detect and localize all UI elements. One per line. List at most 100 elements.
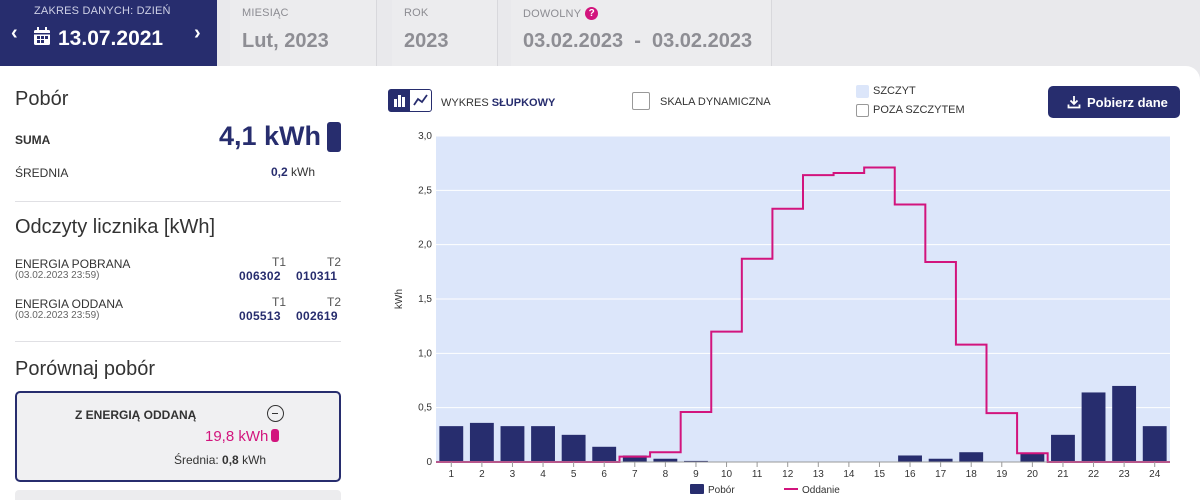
x-tick-label: 1 (449, 469, 455, 480)
y-tick-label: 2,0 (418, 240, 432, 251)
off-peak-label: POZA SZCZYTEM (873, 104, 965, 116)
compare-avg-label: Średnia: (174, 453, 219, 467)
meter-t1-value: 006302 (239, 269, 281, 283)
line-chart-toggle[interactable] (410, 90, 431, 111)
meter-t2-value: 010311 (296, 269, 338, 283)
help-icon[interactable]: ? (585, 7, 599, 20)
bar-chart-icon (394, 95, 405, 107)
compare-title: Porównaj pobór (15, 358, 156, 380)
bar (531, 426, 555, 462)
next-compare-card[interactable] (15, 490, 341, 500)
y-axis-label: kWh (394, 289, 405, 309)
bar-chart-toggle[interactable] (389, 90, 410, 111)
bar (959, 452, 984, 462)
x-tick-label: 22 (1088, 469, 1100, 480)
tab-year-label: ROK (404, 7, 429, 19)
x-tick-label: 9 (693, 469, 699, 480)
tab-custom-value: 03.02.2023 - 03.02.2023 (523, 30, 753, 52)
y-tick-label: 3,0 (418, 131, 432, 142)
download-label: Pobierz dane (1087, 95, 1168, 110)
export-color-swatch (271, 429, 280, 442)
x-tick-label: 16 (904, 469, 916, 480)
bar (439, 426, 464, 462)
dynamic-scale-checkbox[interactable] (632, 92, 650, 110)
meter-title: Odczyty licznika [kWh] (15, 216, 216, 238)
bar (1051, 434, 1075, 462)
x-tick-label: 14 (843, 469, 855, 480)
bar (653, 458, 678, 462)
bar (561, 434, 586, 462)
bar (622, 455, 647, 462)
tab-custom-label: DOWOLNY? (523, 7, 599, 20)
x-tick-label: 7 (632, 469, 638, 480)
line-chart-icon (413, 94, 428, 106)
compare-card[interactable]: Z ENERGIĄ ODDANĄ 19,8 kWh Średnia: 0,8 k… (15, 391, 341, 482)
x-tick-label: 21 (1057, 469, 1069, 480)
meter-t2-header: T2 (327, 255, 342, 269)
x-tick-label: 24 (1149, 469, 1161, 480)
x-tick-label: 13 (813, 469, 825, 480)
avg-block: 0,2 kWh (271, 165, 315, 179)
avg-unit: kWh (291, 165, 316, 179)
chart-type-value: SŁUPKOWY (491, 97, 556, 109)
series-line (436, 166, 1170, 463)
main-panel: Pobór SUMA 4,1 kWh ŚREDNIA 0,2 kWh Odczy… (0, 66, 1200, 500)
remove-compare-icon[interactable] (267, 405, 284, 422)
tab-month-value: Lut, 2023 (242, 30, 329, 52)
chevron-right-icon[interactable]: › (194, 22, 201, 44)
x-tick-label: 15 (874, 469, 886, 480)
x-tick-label: 6 (601, 469, 607, 480)
bar (592, 446, 617, 462)
tab-year[interactable]: ROK 2023 (392, 0, 498, 66)
tab-custom[interactable]: DOWOLNY? 03.02.2023 - 03.02.2023 (511, 0, 772, 66)
bar (1112, 385, 1137, 462)
x-tick-label: 10 (721, 469, 733, 480)
avg-label: ŚREDNIA (15, 166, 69, 180)
off-peak-checkbox[interactable] (856, 104, 869, 117)
peak-label: SZCZYT (873, 85, 916, 97)
legend-label: Pobór (708, 485, 735, 496)
y-tick-label: 1,0 (418, 348, 432, 359)
divider (15, 341, 341, 342)
tab-year-value: 2023 (404, 30, 449, 52)
meter-t1-header: T1 (272, 255, 287, 269)
meter-t2-value: 002619 (296, 309, 338, 323)
x-tick-label: 5 (571, 469, 577, 480)
chart-view-toggle (388, 89, 432, 112)
bar (684, 460, 708, 462)
legend-label: Oddanie (802, 485, 840, 496)
x-tick-label: 17 (935, 469, 947, 480)
bar (928, 458, 953, 462)
y-tick-label: 1,5 (418, 294, 432, 305)
y-tick-label: 2,5 (418, 185, 432, 196)
calendar-icon (34, 27, 50, 45)
tab-month[interactable]: MIESIĄC Lut, 2023 (230, 0, 377, 66)
meter-row-label: ENERGIA ODDANA (15, 297, 124, 311)
x-tick-label: 2 (479, 469, 485, 480)
compare-avg-block: Średnia: 0,8 kWh (174, 453, 266, 467)
bar (1081, 392, 1106, 462)
tab-custom-label-text: DOWOLNY (523, 8, 582, 20)
y-tick-label: 0,5 (418, 403, 432, 414)
bar (1020, 453, 1045, 462)
x-tick-label: 12 (782, 469, 794, 480)
chevron-left-icon[interactable]: ‹ (11, 22, 18, 44)
compare-value: 19,8 kWh (205, 428, 269, 445)
sum-block: 4,1 kWh (219, 121, 341, 152)
date-range-tabs: ZAKRES DANYCH: DZIEŃ ‹ 13.07.2021 › MIES… (0, 0, 1200, 66)
chart-type-label: WYKRES SŁUPKOWY (441, 97, 555, 109)
download-icon (1067, 96, 1081, 109)
tab-day[interactable]: ZAKRES DANYCH: DZIEŃ ‹ 13.07.2021 › (0, 0, 217, 66)
download-data-button[interactable]: Pobierz dane (1048, 86, 1180, 118)
meter-t1-header: T1 (272, 295, 287, 309)
dynamic-scale-label: SKALA DYNAMICZNA (660, 96, 771, 108)
x-tick-label: 19 (996, 469, 1008, 480)
legend-swatch (690, 484, 704, 494)
x-tick-label: 11 (752, 469, 763, 480)
x-tick-label: 8 (663, 469, 669, 480)
peak-checkbox[interactable] (856, 85, 869, 98)
meter-row-date: (03.02.2023 23:59) (15, 310, 100, 321)
chart-type-prefix: WYKRES (441, 97, 489, 109)
x-tick-label: 4 (540, 469, 546, 480)
